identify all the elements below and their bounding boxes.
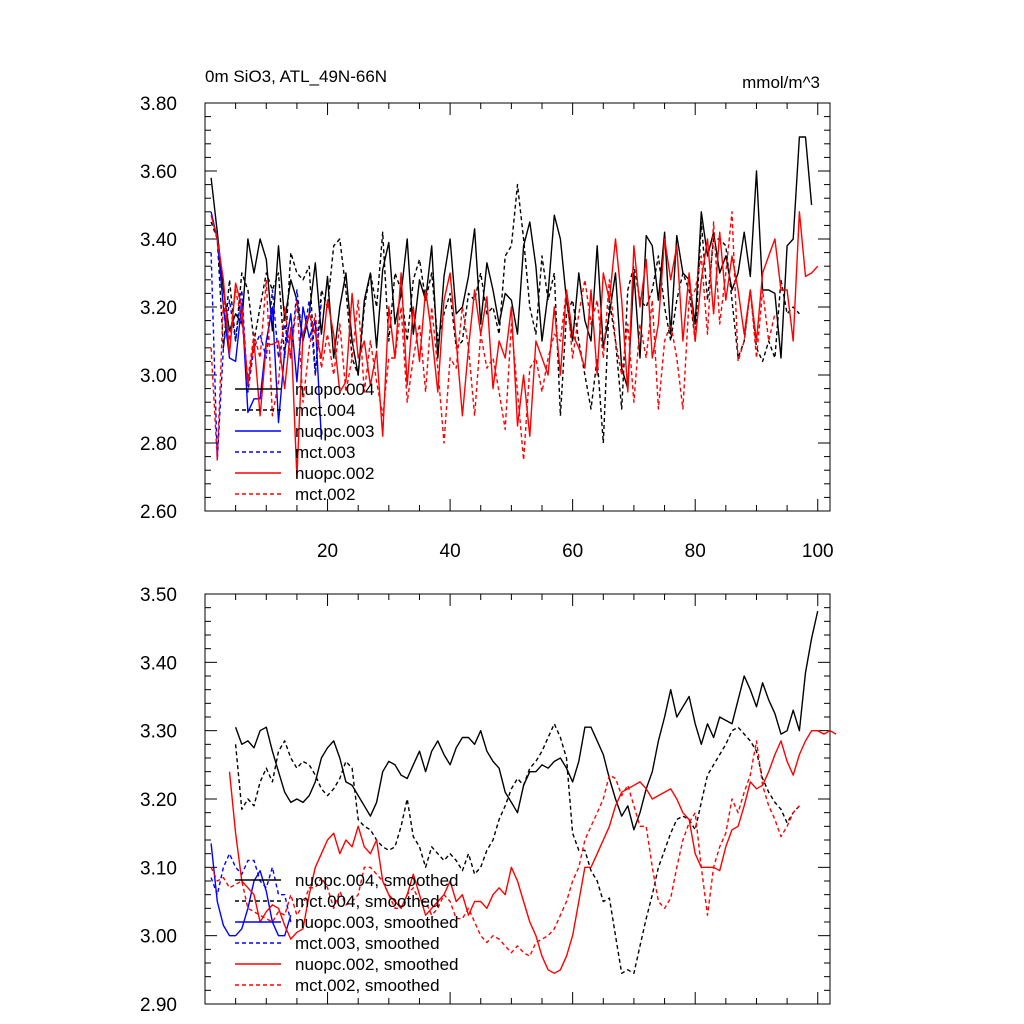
y-tick-label: 3.00 [140, 366, 177, 387]
series-line-nuopc-002 [210, 211, 819, 478]
series-line-nuopc-003-smoothed [210, 843, 292, 937]
series-line-mct-004 [210, 183, 800, 444]
y-tick-label: 3.30 [140, 722, 177, 743]
y-tick-label: 3.20 [140, 298, 177, 319]
y-tick-label: 3.20 [140, 790, 177, 811]
y-tick-label: 3.40 [140, 653, 177, 674]
chart-legend: nuopc.004, smoothed mct.004, smoothed nuop… [235, 871, 459, 995]
x-tick-label: 80 [685, 541, 706, 562]
legend-label: nuopc.004 [295, 380, 374, 399]
series-line-nuopc-004 [210, 136, 813, 390]
y-tick-label: 3.00 [140, 927, 177, 948]
y-tick-label: 2.60 [140, 502, 177, 523]
x-tick-label: 100 [802, 541, 834, 562]
legend-label: mct.003 [295, 443, 355, 462]
legend-label: mct.002 [295, 485, 355, 504]
series-line-mct-004-smoothed [234, 723, 800, 974]
x-tick-label: 20 [317, 541, 338, 562]
chart-title: 0m SiO3, ATL_49N-66N [205, 67, 387, 86]
series-line-nuopc-002-smoothed [228, 730, 837, 974]
legend-label: nuopc.002, smoothed [295, 955, 459, 974]
y-tick-label: 3.80 [140, 94, 177, 115]
y-tick-label: 3.60 [140, 162, 177, 183]
series-line-nuopc-003 [210, 211, 323, 440]
series-line-mct-002-smoothed [210, 740, 800, 957]
legend-label: mct.004 [295, 401, 355, 420]
x-tick-label: 40 [440, 541, 461, 562]
legend-label: mct.004, smoothed [295, 892, 440, 911]
y-tick-label: 2.80 [140, 434, 177, 455]
y-tick-label: 3.50 [140, 585, 177, 606]
legend-label: nuopc.003, smoothed [295, 913, 459, 932]
y-tick-label: 2.90 [140, 995, 177, 1016]
y-tick-label: 3.10 [140, 858, 177, 879]
series-line-mct-003 [210, 252, 323, 461]
legend-label: nuopc.003 [295, 422, 374, 441]
legend-label: mct.003, smoothed [295, 934, 440, 953]
legend-label: nuopc.004, smoothed [295, 871, 459, 890]
series-line-nuopc-004-smoothed [234, 610, 819, 831]
legend-label: nuopc.002 [295, 464, 374, 483]
chart-units: mmol/m^3 [742, 73, 820, 92]
plot-panel-2: 2.90 3.00 3.10 3.20 3.30 3.40 3.50 nuopc.004, s… [140, 585, 837, 1016]
x-tick-label: 60 [562, 541, 583, 562]
plot-panel-1: 2.60 2.80 3.00 3.20 3.40 3.60 3.80 20 40 60 80 100 n… [140, 94, 834, 562]
y-tick-label: 3.40 [140, 230, 177, 251]
chart-legend: nuopc.004 mct.004 nuopc.003 mct.003 nuopc.00… [235, 380, 374, 504]
series-line-mct-003-smoothed [210, 853, 292, 923]
legend-label: mct.002, smoothed [295, 976, 440, 995]
